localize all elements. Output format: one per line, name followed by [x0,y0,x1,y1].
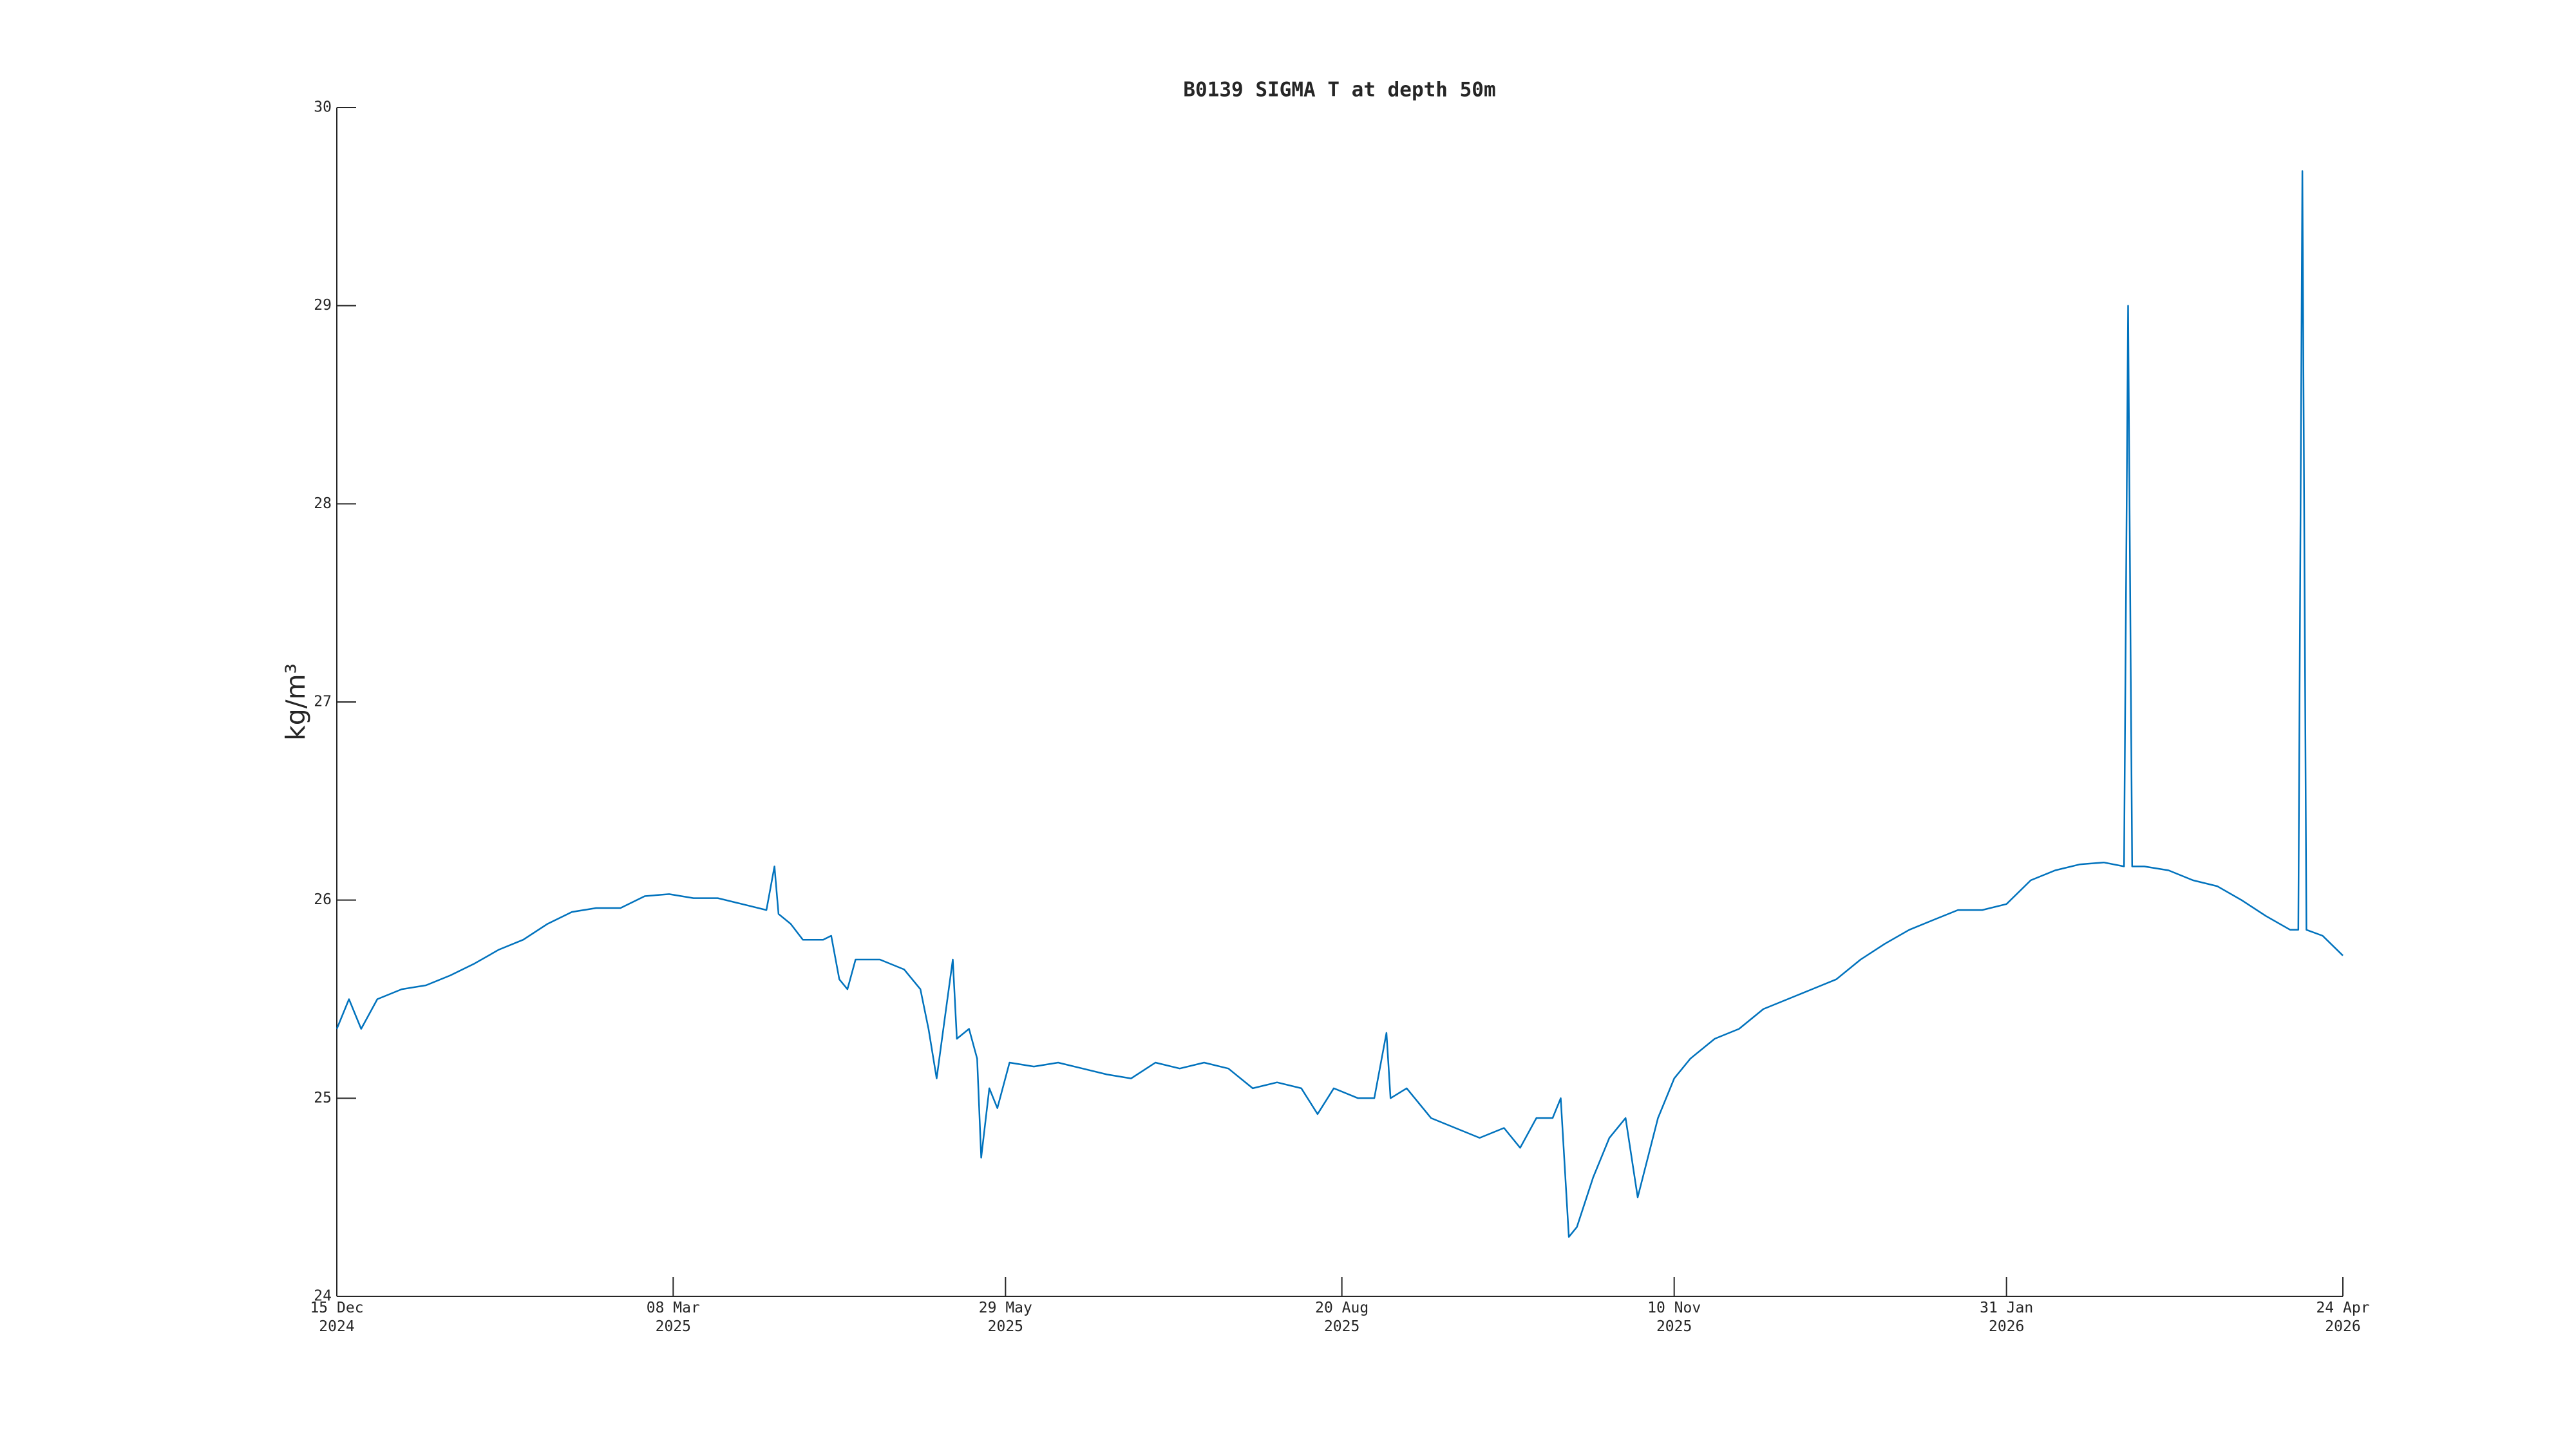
x-tick-label: 10 Nov 2025 [1647,1300,1701,1335]
x-tick-label: 20 Aug 2025 [1315,1300,1369,1335]
y-tick-label: 25 [314,1090,332,1106]
x-tick-label: 24 Apr 2026 [2316,1300,2370,1335]
y-axis-label: kg/m³ [280,663,311,741]
x-tick-label: 15 Dec 2024 [310,1300,364,1335]
y-tick-label: 26 [314,891,332,908]
chart-title: B0139 SIGMA T at depth 50m [1183,79,1495,102]
y-tick-label: 28 [314,495,332,512]
y-tick-label: 27 [314,694,332,710]
data-line [336,170,2344,1238]
x-tick-label: 08 Mar 2025 [646,1300,700,1335]
y-tick-label: 30 [314,99,332,116]
x-tick-label: 31 Jan 2026 [1980,1300,2034,1335]
x-tick-label: 29 May 2025 [978,1300,1032,1335]
y-tick-label: 24 [314,1288,332,1305]
y-tick-label: 29 [314,297,332,314]
